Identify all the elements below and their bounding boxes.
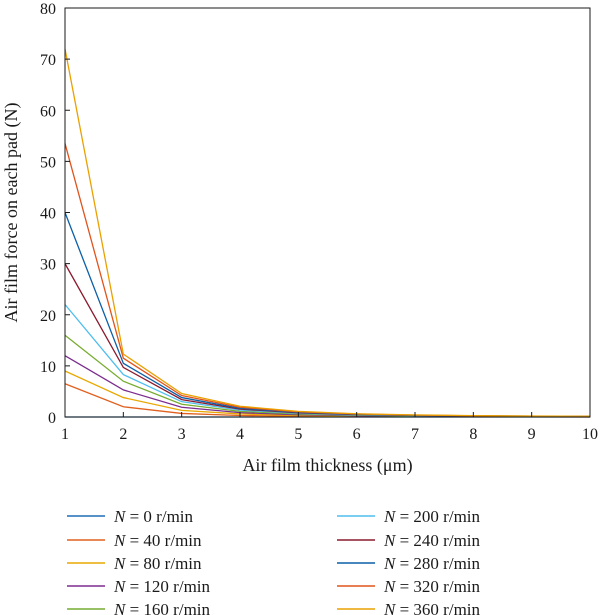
x-tick-label: 8 xyxy=(469,426,477,443)
y-tick-label: 40 xyxy=(40,206,56,223)
series-line-5 xyxy=(64,304,591,418)
series-line-9 xyxy=(64,48,591,417)
y-tick-label: 50 xyxy=(40,154,56,171)
series-line-6 xyxy=(64,263,591,418)
series-line-2 xyxy=(64,370,591,418)
x-tick-label: 3 xyxy=(178,426,186,443)
y-tick-label: 10 xyxy=(40,359,56,376)
legend-label-9: N = 360 r/min xyxy=(383,600,481,615)
x-axis-label: Air film thickness (μm) xyxy=(242,455,412,476)
legend-label-3: N = 120 r/min xyxy=(113,577,211,596)
y-tick-label: 20 xyxy=(40,308,56,325)
y-tick-label: 70 xyxy=(40,52,56,69)
legend-label-8: N = 320 r/min xyxy=(383,577,481,596)
x-tick-label: 1 xyxy=(61,426,69,443)
legend-label-7: N = 280 r/min xyxy=(383,554,481,573)
legend-label-6: N = 240 r/min xyxy=(383,531,481,550)
x-tick-label: 5 xyxy=(294,426,302,443)
axes: 1 2 3 4 5 6 7 8 9 10 0 10 20 30 40 50 60 70 80 xyxy=(40,1,598,443)
y-tick-label: 80 xyxy=(40,1,56,18)
legend-label-5: N = 200 r/min xyxy=(383,507,481,526)
legend: N = 0 r/min N = 40 r/min N = 80 r/min N = 1… xyxy=(67,507,481,615)
legend-label-0: N = 0 r/min xyxy=(113,507,194,526)
y-tick-label: 60 xyxy=(40,103,56,120)
x-tick-label: 7 xyxy=(411,426,419,443)
plot-area xyxy=(64,48,591,418)
x-tick-label: 6 xyxy=(353,426,361,443)
series-line-3 xyxy=(64,355,591,418)
legend-label-2: N = 80 r/min xyxy=(113,554,202,573)
legend-label-1: N = 40 r/min xyxy=(113,531,202,550)
y-tick-label: 0 xyxy=(48,410,56,427)
x-tick-label: 4 xyxy=(236,426,244,443)
x-tick-label: 9 xyxy=(528,426,536,443)
plot-frame xyxy=(64,7,591,418)
legend-label-4: N = 160 r/min xyxy=(113,600,211,615)
series-line-7 xyxy=(64,212,591,418)
x-tick-label: 10 xyxy=(582,426,598,443)
y-axis-label: Air film force on each pad (N) xyxy=(1,103,22,323)
y-tick-label: 30 xyxy=(40,257,56,274)
x-tick-label: 2 xyxy=(119,426,127,443)
